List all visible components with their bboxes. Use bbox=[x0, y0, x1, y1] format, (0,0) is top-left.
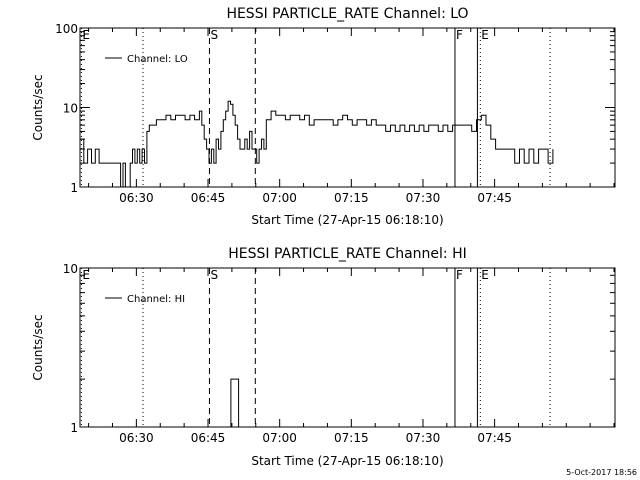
x-tick-label: 07:30 bbox=[406, 191, 441, 205]
x-tick-label: 06:30 bbox=[119, 191, 154, 205]
series-line bbox=[80, 100, 554, 188]
chart-lo-panel: HESSI PARTICLE_RATE Channel: LO Counts/se… bbox=[31, 6, 616, 227]
x-tick-label: 06:45 bbox=[191, 431, 226, 445]
x-tick-label: 07:30 bbox=[406, 431, 441, 445]
x-tick-label: 07:15 bbox=[334, 191, 369, 205]
x-tick-label: 07:45 bbox=[477, 431, 512, 445]
legend-entry: Channel: HI bbox=[127, 294, 185, 305]
y-tick-label: 1 bbox=[70, 421, 78, 435]
y-tick-label: 100 bbox=[55, 22, 78, 36]
legend-entry: Channel: LO bbox=[127, 54, 188, 65]
marker-label: E bbox=[481, 28, 489, 42]
chart-title: HESSI PARTICLE_RATE Channel: HI bbox=[228, 246, 466, 262]
marker-label: S bbox=[210, 268, 218, 282]
y-tick-label: 1 bbox=[70, 181, 78, 195]
y-tick-label: 10 bbox=[63, 102, 78, 116]
x-tick-label: 07:45 bbox=[477, 191, 512, 205]
x-tick-label: 06:30 bbox=[119, 431, 154, 445]
y-axis-label: Counts/sec bbox=[31, 314, 45, 380]
x-tick-label: 07:00 bbox=[262, 191, 297, 205]
marker-label: E bbox=[481, 268, 489, 282]
x-axis-label: Start Time (27-Apr-15 06:18:10) bbox=[251, 454, 443, 468]
marker-label: E bbox=[82, 268, 90, 282]
x-tick-label: 06:45 bbox=[191, 191, 226, 205]
marker-label: F bbox=[456, 268, 463, 282]
marker-label: E bbox=[82, 28, 90, 42]
x-tick-label: 07:00 bbox=[262, 431, 297, 445]
plot-frame bbox=[79, 267, 616, 428]
x-tick-label: 07:15 bbox=[334, 431, 369, 445]
y-tick-label: 10 bbox=[63, 262, 78, 276]
chart-title: HESSI PARTICLE_RATE Channel: LO bbox=[226, 6, 468, 22]
series-line bbox=[228, 378, 240, 428]
y-axis-label: Counts/sec bbox=[31, 74, 45, 140]
x-axis-label: Start Time (27-Apr-15 06:18:10) bbox=[251, 213, 443, 227]
footer-timestamp: 5-Oct-2017 18:56 bbox=[566, 468, 637, 477]
marker-label: F bbox=[456, 28, 463, 42]
chart-hi-panel: HESSI PARTICLE_RATE Channel: HI Counts/se… bbox=[31, 246, 616, 468]
marker-label: S bbox=[210, 28, 218, 42]
